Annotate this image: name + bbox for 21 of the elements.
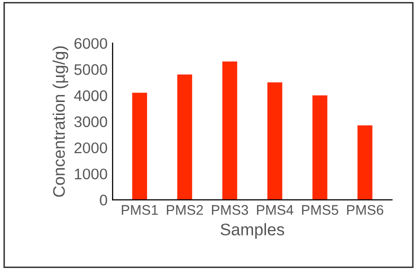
y-tick-label: 2000 (74, 142, 108, 154)
bar (312, 95, 328, 200)
x-tick-label: PMS4 (257, 205, 294, 215)
y-tick-label: 0 (100, 194, 108, 206)
y-tick-label: 5000 (74, 64, 108, 75)
y-tick-label: 4000 (74, 90, 108, 102)
x-tick-label: PMS2 (166, 205, 203, 215)
x-axis-title: Samples (220, 223, 284, 239)
x-tick-label: PMS1 (122, 205, 158, 215)
bar (132, 92, 148, 200)
x-tick-label: PMS3 (212, 205, 248, 215)
y-axis-title: Concentration (µg/g) (52, 46, 68, 197)
x-tick-label: PMS5 (302, 205, 338, 215)
y-tick-label: 1000 (74, 168, 108, 180)
y-tick-label: 6000 (74, 38, 108, 49)
x-tick-label: PMS6 (347, 205, 384, 215)
bar (222, 61, 238, 200)
bar (267, 82, 282, 200)
y-tick-label: 3000 (74, 116, 108, 128)
bar (177, 74, 192, 200)
bar (358, 125, 372, 200)
